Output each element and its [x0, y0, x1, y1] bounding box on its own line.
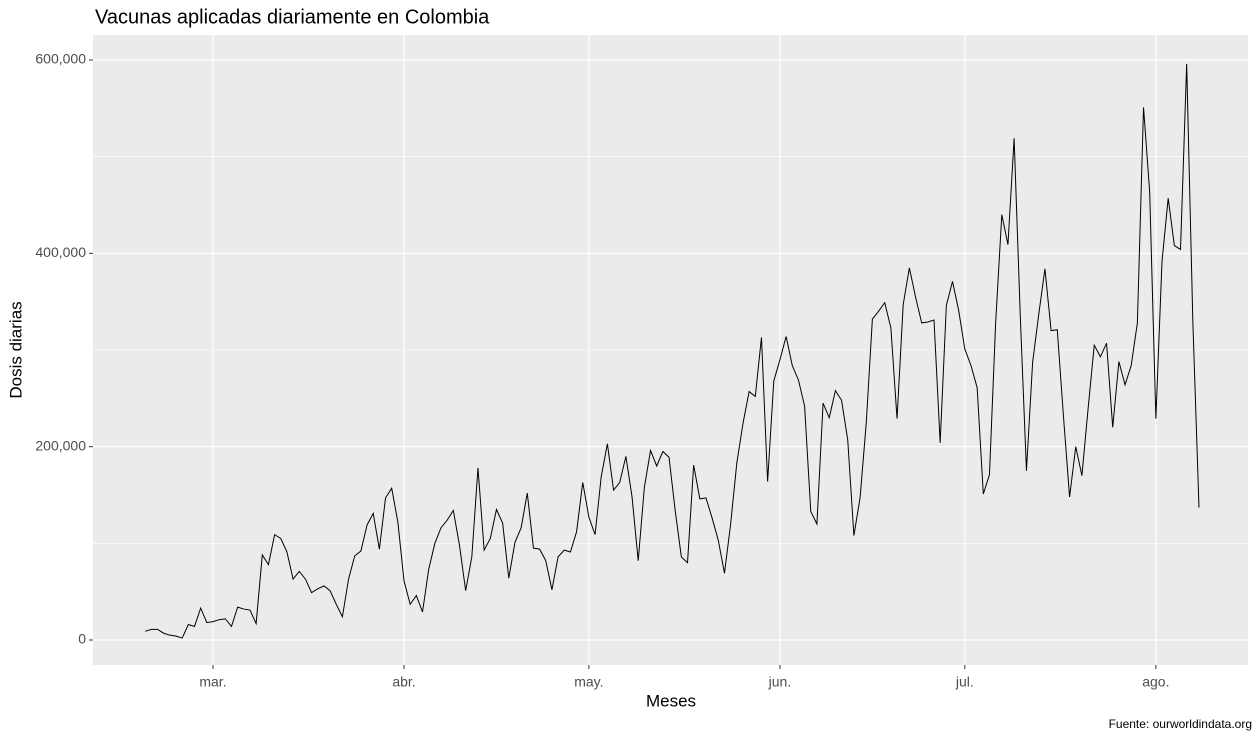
- x-axis-title: Meses: [646, 691, 696, 710]
- x-tick-label: abr.: [392, 674, 415, 690]
- x-tick-label: may.: [574, 674, 603, 690]
- x-tick-label: mar.: [199, 674, 226, 690]
- marks: [145, 63, 1200, 639]
- x-tick-label: jun.: [768, 674, 792, 690]
- axes: 0 200,000 400,000 600,000 mar. abr. may. jun. ju…: [35, 51, 1169, 690]
- chart-title: Vacunas aplicadas diariamente en Colombi…: [95, 6, 490, 28]
- y-tick-label: 0: [78, 631, 86, 647]
- y-tick-label: 400,000: [35, 244, 86, 260]
- x-tick-label: jul.: [955, 674, 974, 690]
- x-tick-label: ago.: [1142, 674, 1169, 690]
- y-tick-label: 200,000: [35, 437, 86, 453]
- data-line: [145, 63, 1200, 639]
- y-tick-label: 600,000: [35, 51, 86, 67]
- grid: [93, 35, 1248, 665]
- y-axis-title: Dosis diarias: [6, 301, 25, 398]
- caption: Fuente: ourworldindata.org: [1109, 717, 1252, 731]
